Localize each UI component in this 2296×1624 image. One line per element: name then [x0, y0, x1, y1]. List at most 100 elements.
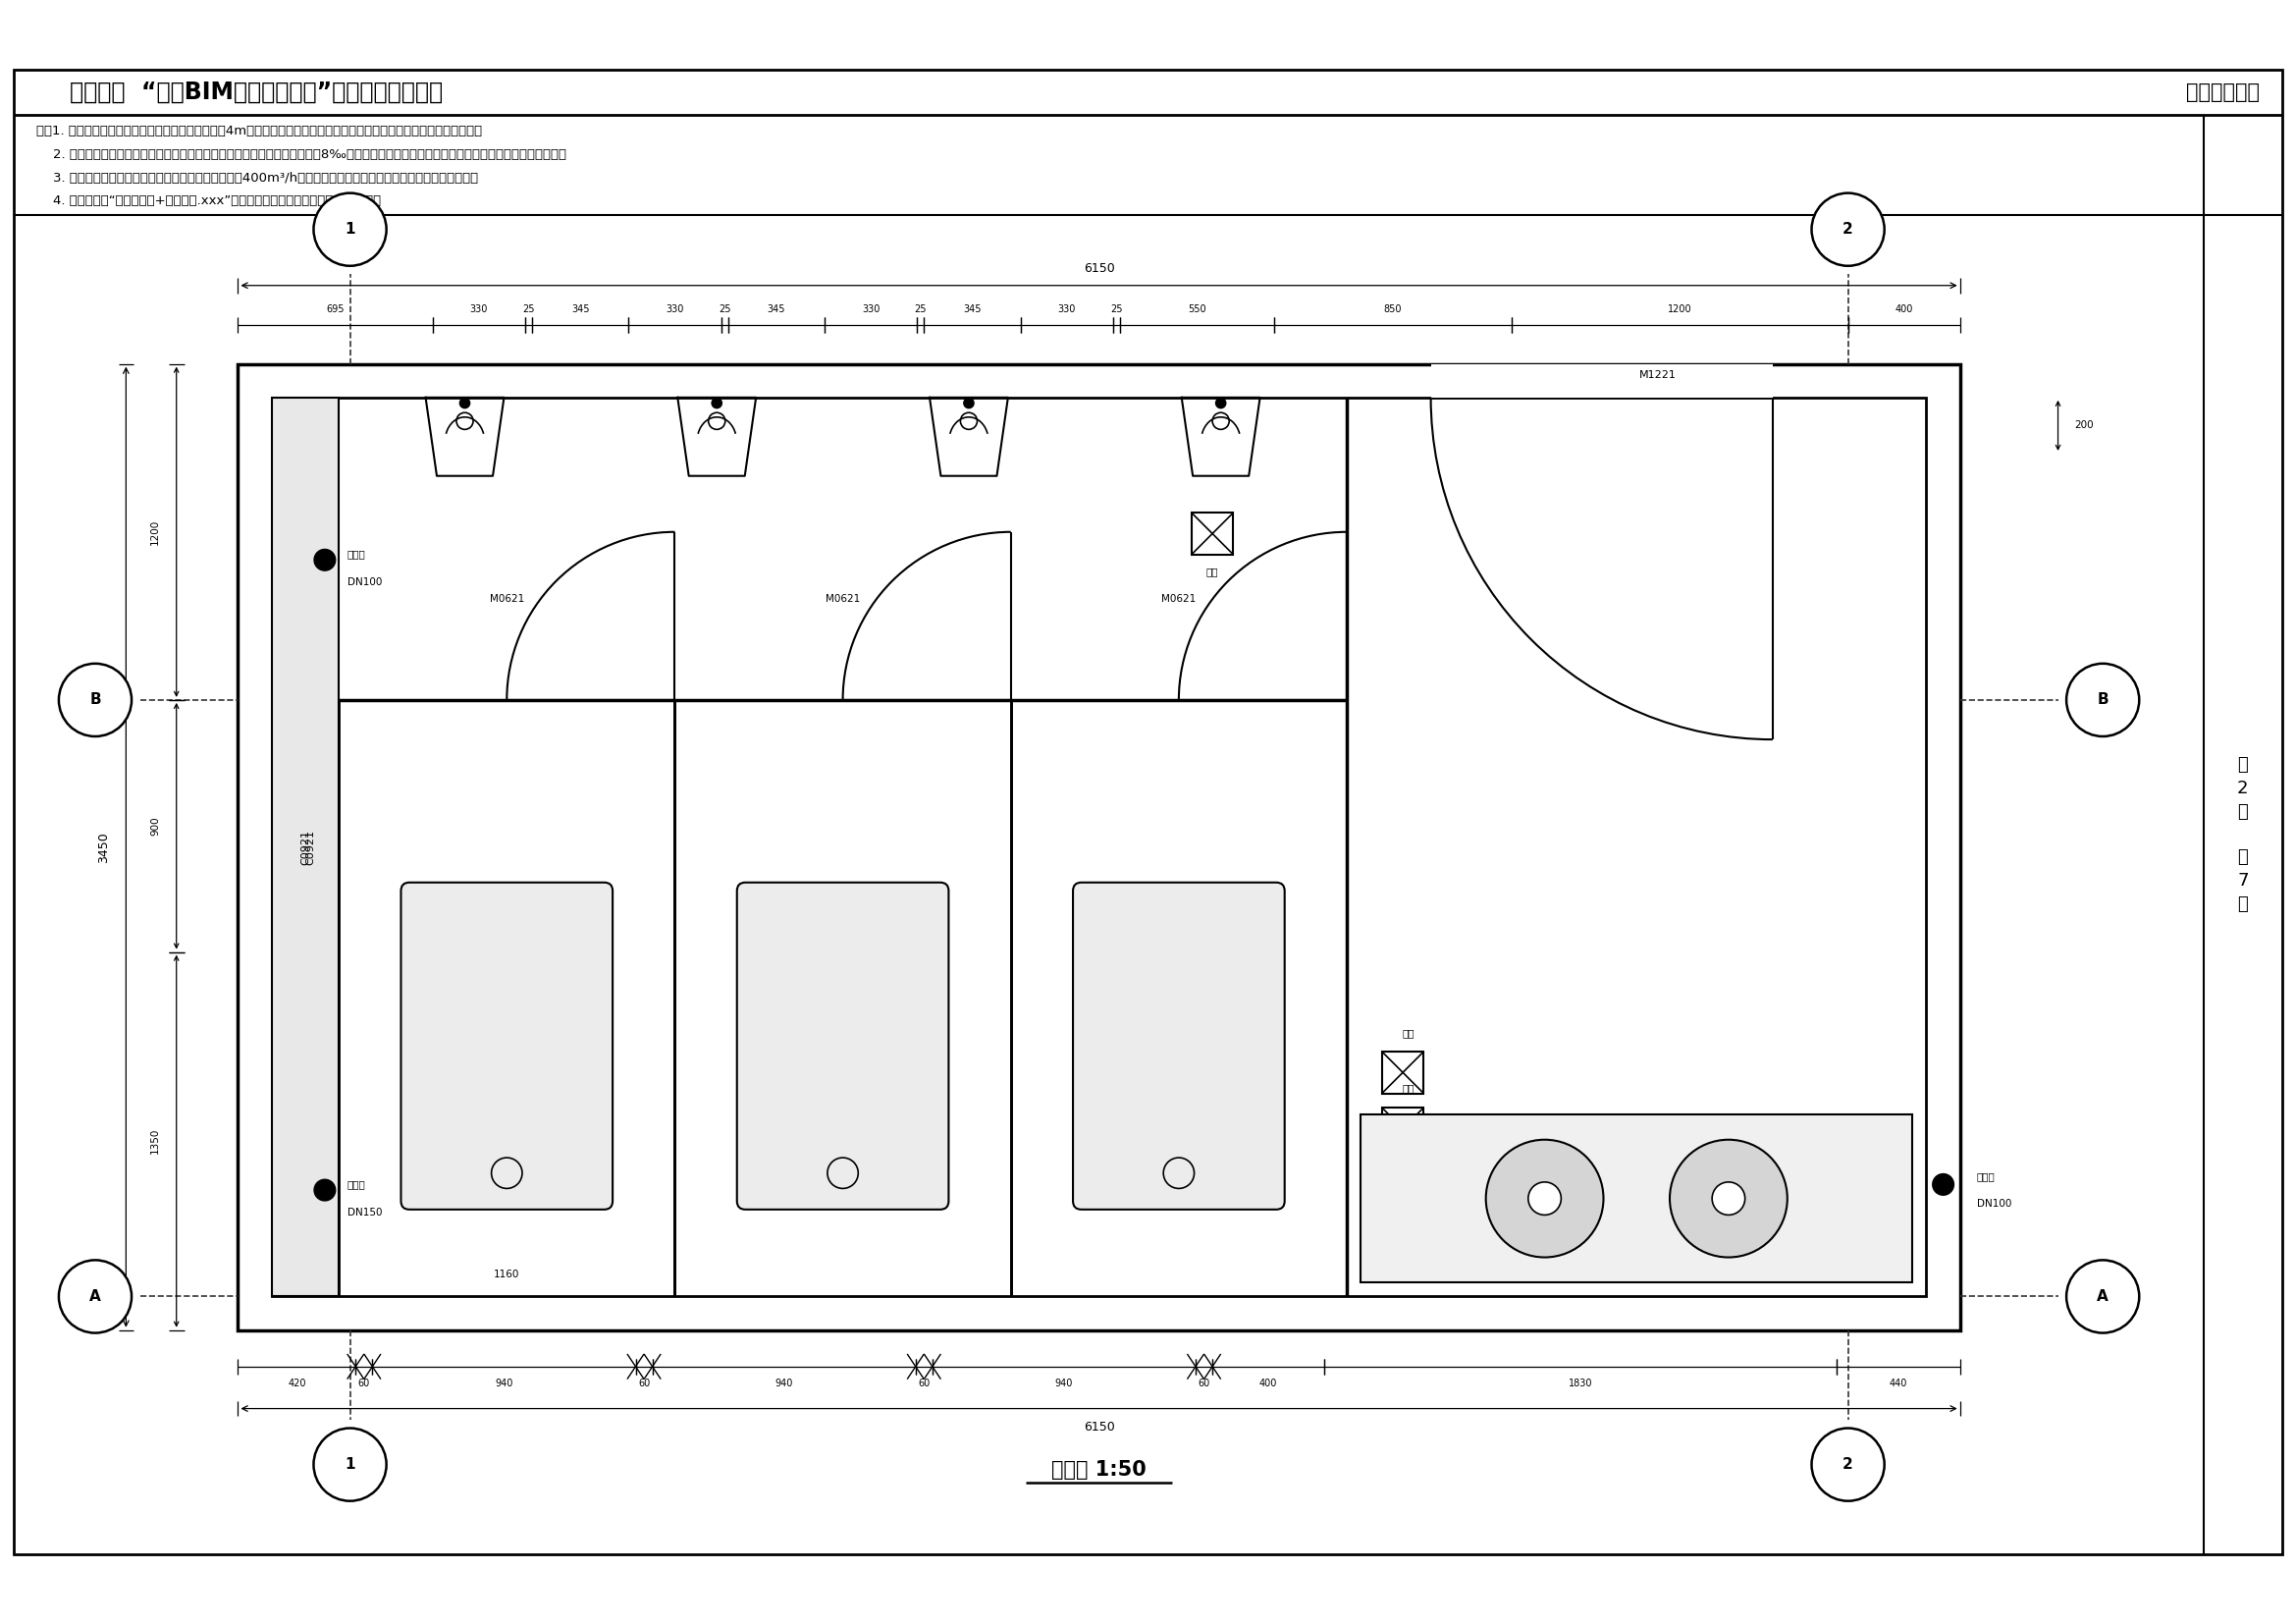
FancyBboxPatch shape [402, 882, 613, 1210]
Text: 3450: 3450 [96, 831, 110, 862]
Text: 345: 345 [964, 304, 980, 313]
Text: 330: 330 [861, 304, 879, 313]
Text: A: A [90, 1289, 101, 1304]
Text: 2. 根据管井内各主管位置，自行设计卫生间内的给排水路由，排水管坡度为8‰，给排水管道穿墙时开洞情况不考虑，洗手盆热水管道不考虑。: 2. 根据管井内各主管位置，自行设计卫生间内的给排水路由，排水管坡度为8‰，给排… [37, 148, 567, 161]
Text: 地漏: 地漏 [1403, 1028, 1414, 1038]
Text: 3. 卫生间设置吊顶式排气扇进行通风换气，通风量为400m³/h，排风直接排至室外，风管穿墙时开洞情况不考虑。: 3. 卫生间设置吊顶式排气扇进行通风换气，通风量为400m³/h，排风直接排至室… [37, 172, 478, 184]
Text: M0621: M0621 [489, 594, 523, 604]
Text: 6150: 6150 [1084, 263, 1114, 274]
Text: 地漏: 地漏 [1205, 567, 1219, 577]
Text: 550: 550 [1187, 304, 1205, 313]
Text: 地漏: 地漏 [1403, 1083, 1414, 1093]
Text: DN100: DN100 [347, 578, 381, 588]
Text: 1830: 1830 [1568, 1379, 1593, 1389]
Text: 60: 60 [638, 1379, 650, 1389]
Text: 2: 2 [1844, 1457, 1853, 1471]
Text: 1: 1 [344, 222, 356, 237]
Text: 420: 420 [287, 1379, 305, 1389]
Circle shape [2066, 664, 2140, 736]
Bar [271, 398, 1926, 1296]
Bar [1362, 1114, 1913, 1283]
FancyBboxPatch shape [1072, 882, 1286, 1210]
Text: 1200: 1200 [152, 520, 161, 544]
Text: BIM考题www.libim.com: BIM考题www.libim.com [1019, 859, 1178, 874]
Bar [1192, 513, 1233, 555]
Text: 4. 请将模型以“卫生间设计+考生姓名.xxx”为文件名保存到考生文件夹中。（20分）: 4. 请将模型以“卫生间设计+考生姓名.xxx”为文件名保存到考生文件夹中。（2… [37, 195, 381, 208]
Text: C0921: C0921 [305, 830, 317, 864]
Text: DN150: DN150 [347, 1208, 381, 1218]
Text: 1200: 1200 [1667, 304, 1692, 313]
Text: DN100: DN100 [1977, 1199, 2011, 1208]
Text: 940: 940 [496, 1379, 512, 1389]
Circle shape [712, 398, 721, 408]
Circle shape [60, 1260, 131, 1333]
Text: 中国图学学会: 中国图学学会 [2186, 83, 2259, 102]
Text: 二、1. 根据给出的图纸绘制出建筑形体，建筑层高为4m，包括墙、门、楼板、窗、卫浴装置等，未标明尺寸不做明确要求。: 二、1. 根据给出的图纸绘制出建筑形体，建筑层高为4m，包括墙、门、楼板、窗、卫… [37, 125, 482, 138]
Text: 330: 330 [1058, 304, 1077, 313]
Text: 60: 60 [1199, 1379, 1210, 1389]
Circle shape [1812, 1427, 1885, 1501]
Text: 940: 940 [1054, 1379, 1072, 1389]
Text: 1350: 1350 [152, 1129, 161, 1155]
Text: 25: 25 [1111, 304, 1123, 313]
Bar [1430, 364, 1773, 398]
Text: 400: 400 [1894, 304, 1913, 313]
Text: 330: 330 [666, 304, 684, 313]
Text: 平面图 1:50: 平面图 1:50 [1052, 1460, 1146, 1479]
Text: 345: 345 [572, 304, 590, 313]
Circle shape [1713, 1182, 1745, 1215]
Text: 695: 695 [326, 304, 344, 313]
Text: 900: 900 [152, 817, 161, 836]
Bar [271, 398, 340, 1296]
Text: 2: 2 [2236, 780, 2248, 797]
Bar [1382, 1108, 1424, 1150]
Text: M0621: M0621 [827, 594, 861, 604]
Text: 第: 第 [2239, 755, 2248, 773]
Text: 330: 330 [471, 304, 487, 313]
Text: 25: 25 [719, 304, 730, 313]
Text: 1160: 1160 [494, 1270, 519, 1280]
Text: 400: 400 [1261, 1379, 1277, 1389]
Circle shape [315, 1427, 386, 1501]
Text: 440: 440 [1890, 1379, 1908, 1389]
Text: 给水管: 给水管 [1977, 1171, 1995, 1181]
Text: 940: 940 [776, 1379, 792, 1389]
Text: C0921: C0921 [301, 830, 310, 864]
Text: 2: 2 [1844, 222, 1853, 237]
Text: 345: 345 [767, 304, 785, 313]
Circle shape [1669, 1140, 1786, 1257]
Text: 共: 共 [2239, 848, 2248, 866]
Text: 页: 页 [2239, 804, 2248, 820]
Circle shape [1529, 1182, 1561, 1215]
FancyBboxPatch shape [737, 882, 948, 1210]
Text: M1221: M1221 [1639, 370, 1676, 380]
Circle shape [1933, 1174, 1954, 1195]
Circle shape [964, 398, 974, 408]
Text: 850: 850 [1384, 304, 1403, 313]
Circle shape [315, 1179, 335, 1200]
Text: 60: 60 [358, 1379, 370, 1389]
Text: A: A [2096, 1289, 2108, 1304]
Text: 60: 60 [918, 1379, 930, 1389]
Text: 1: 1 [344, 1457, 356, 1471]
Circle shape [1217, 398, 1226, 408]
Circle shape [315, 549, 335, 570]
Text: 排水管: 排水管 [347, 549, 365, 559]
Text: 200: 200 [2076, 421, 2094, 430]
Circle shape [459, 398, 471, 408]
Text: M0621: M0621 [1162, 594, 1196, 604]
Text: 6150: 6150 [1084, 1421, 1114, 1432]
Text: 排水管: 排水管 [347, 1179, 365, 1189]
Text: 25: 25 [523, 304, 535, 313]
Circle shape [60, 664, 131, 736]
Text: B: B [90, 692, 101, 708]
Text: 7: 7 [2236, 872, 2248, 890]
Text: B: B [2096, 692, 2108, 708]
Bar [1382, 1051, 1424, 1093]
Circle shape [2066, 1260, 2140, 1333]
Bar [239, 364, 1961, 1330]
Text: 25: 25 [914, 304, 928, 313]
Text: 页: 页 [2239, 895, 2248, 913]
Circle shape [1486, 1140, 1603, 1257]
Circle shape [1812, 193, 1885, 266]
